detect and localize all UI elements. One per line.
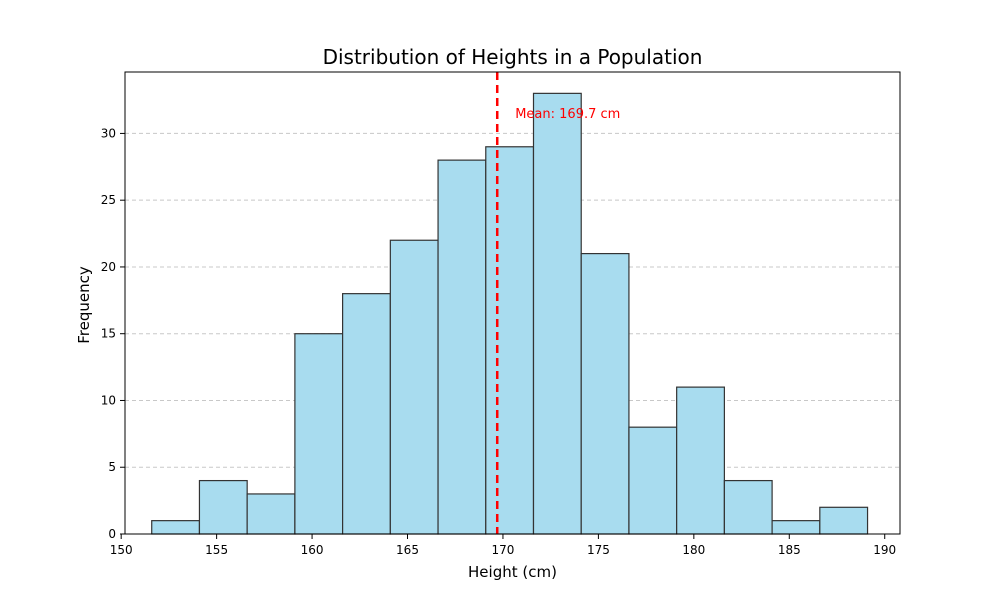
histogram-bar	[151, 520, 201, 535]
chart-title: Distribution of Heights in a Population	[323, 45, 703, 69]
x-axis-label: Height (cm)	[468, 563, 557, 581]
x-tick-label: 190	[873, 543, 896, 557]
histogram-bar	[676, 386, 725, 535]
histogram-bar	[723, 479, 773, 535]
mean-marker: Mean: 169.7 cm	[495, 72, 620, 534]
histogram-bar	[771, 520, 821, 535]
histogram-bar	[532, 92, 582, 535]
histogram-bar	[628, 426, 678, 535]
y-tick-label: 0	[108, 527, 116, 541]
x-tick-label: 180	[682, 543, 705, 557]
histogram-bars	[151, 92, 869, 535]
histogram-bar	[246, 493, 296, 535]
histogram-bar	[198, 479, 248, 535]
y-tick-label: 15	[101, 327, 116, 341]
histogram-bar	[342, 293, 391, 535]
x-tick-label: 165	[396, 543, 419, 557]
histogram-bar	[485, 146, 535, 535]
y-tick-label: 10	[101, 393, 116, 407]
y-tick-label: 5	[108, 460, 116, 474]
y-axis-label: Frequency	[75, 266, 93, 344]
x-axis-ticks: 150 155 160 165 170 175 180 185 190	[110, 534, 896, 557]
histogram-bar	[580, 252, 630, 535]
x-tick-label: 150	[110, 543, 133, 557]
histogram-bar	[294, 333, 344, 535]
x-tick-label: 170	[492, 543, 515, 557]
y-tick-label: 20	[101, 260, 116, 274]
x-tick-label: 185	[778, 543, 801, 557]
y-axis-ticks: 0 5 10 15 20 25 30	[101, 126, 125, 541]
x-tick-label: 155	[205, 543, 228, 557]
histogram-bar	[819, 506, 869, 535]
x-tick-label: 160	[301, 543, 324, 557]
y-tick-label: 25	[101, 193, 116, 207]
y-tick-label: 30	[101, 126, 116, 140]
mean-label: Mean: 169.7 cm	[515, 107, 620, 122]
x-tick-label: 175	[587, 543, 610, 557]
histogram-bar	[389, 239, 439, 535]
histogram-bar	[437, 159, 487, 535]
plot-frame	[124, 71, 901, 535]
